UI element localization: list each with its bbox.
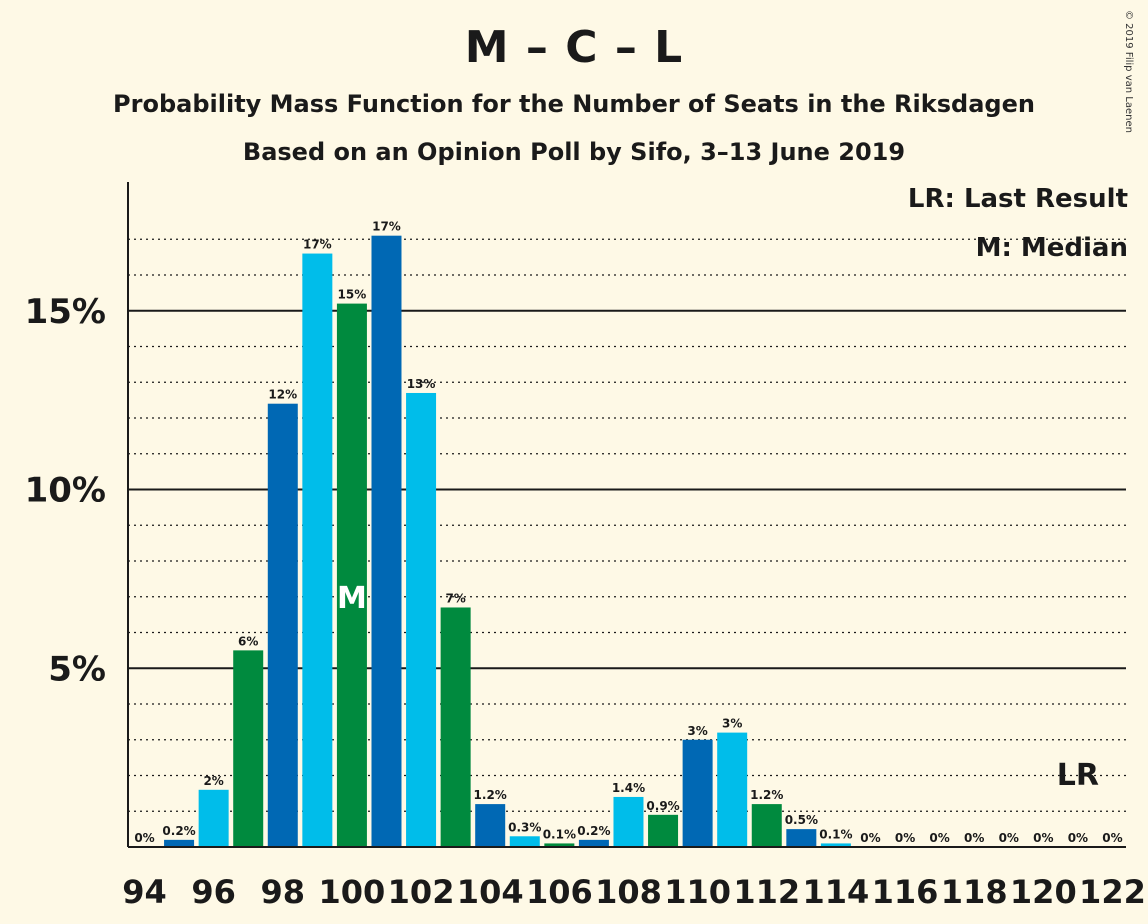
- x-tick-label: 102: [388, 873, 455, 911]
- data-label-seat-97: 6%: [238, 634, 258, 648]
- data-label-seat-117: 0%: [929, 831, 949, 845]
- data-label-seat-116: 0%: [895, 831, 915, 845]
- data-label-seat-118: 0%: [964, 831, 984, 845]
- data-label-seat-102: 13%: [407, 377, 436, 391]
- x-tick-label: 94: [122, 873, 167, 911]
- x-tick-label: 112: [733, 873, 800, 911]
- y-ticks: 5% 10% 15%: [25, 292, 106, 690]
- x-ticks: 94 96 98 100 102 104 106 108 110 112 114 116 118 120 1…: [122, 873, 1146, 911]
- y-tick-label: 5%: [48, 649, 106, 689]
- bar-seat-98: [267, 403, 298, 847]
- x-tick-label: 106: [526, 873, 593, 911]
- chart-subtitle: Probability Mass Function for the Number…: [113, 90, 1035, 118]
- bar-seat-111: [717, 732, 748, 847]
- bar-seat-100: [336, 303, 367, 848]
- x-tick-label: 98: [261, 873, 306, 911]
- data-label-seat-108: 1.4%: [612, 781, 645, 795]
- data-label-seat-112: 1.2%: [750, 788, 783, 802]
- bar-seat-96: [198, 789, 229, 847]
- data-label-seat-94: 0%: [134, 831, 154, 845]
- median-marker: M: [337, 581, 367, 616]
- data-label-seat-99: 17%: [303, 238, 332, 252]
- chart-source-line: Based on an Opinion Poll by Sifo, 3–13 J…: [242, 138, 906, 166]
- data-label-seat-104: 1.2%: [474, 788, 507, 802]
- bar-seat-102: [406, 392, 437, 847]
- x-tick-label: 100: [319, 873, 386, 911]
- legend-median: M: Median: [975, 233, 1128, 263]
- x-tick-label: 110: [664, 873, 731, 911]
- x-tick-label: 108: [595, 873, 662, 911]
- bar-seat-112: [751, 804, 782, 847]
- bar-seat-97: [233, 650, 264, 847]
- data-label-seat-119: 0%: [999, 831, 1019, 845]
- bar-seat-95: [164, 839, 195, 847]
- bar-seat-113: [786, 829, 817, 847]
- x-tick-label: 96: [191, 873, 236, 911]
- y-tick-label: 10%: [25, 471, 106, 511]
- data-label-seat-115: 0%: [860, 831, 880, 845]
- x-tick-label: 116: [872, 873, 939, 911]
- x-tick-label: 118: [941, 873, 1008, 911]
- data-label-seat-114: 0.1%: [819, 827, 852, 841]
- bar-seat-101: [371, 235, 402, 848]
- legend-last-result: LR: Last Result: [907, 184, 1128, 214]
- bar-seat-109: [648, 814, 679, 847]
- data-label-seat-106: 0.1%: [543, 827, 576, 841]
- bar-seat-104: [475, 804, 506, 847]
- data-label-seat-103: 7%: [445, 591, 465, 605]
- data-label-seat-98: 12%: [268, 388, 297, 402]
- data-label-seat-109: 0.9%: [646, 799, 679, 813]
- data-label-seat-121: 0%: [1068, 831, 1088, 845]
- bar-seat-108: [613, 796, 644, 847]
- x-tick-label: 122: [1079, 873, 1146, 911]
- data-label-seat-111: 3%: [722, 717, 742, 731]
- data-label-seat-120: 0%: [1033, 831, 1053, 845]
- x-tick-label: 114: [803, 873, 870, 911]
- data-labels: 0%0.2%2%6%12%17%15%17%13%7%1.2%0.3%0.1% 0…: [134, 220, 1122, 845]
- data-label-seat-96: 2%: [203, 774, 223, 788]
- axes: [127, 182, 1126, 848]
- data-label-seat-100: 15%: [338, 288, 367, 302]
- bar-seat-103: [440, 607, 471, 847]
- last-result-marker: LR: [1057, 758, 1099, 793]
- markers: M LR: [337, 581, 1099, 793]
- data-label-seat-122: 0%: [1102, 831, 1122, 845]
- x-tick-label: 120: [1010, 873, 1077, 911]
- bar-seat-105: [509, 836, 540, 847]
- x-tick-label: 104: [457, 873, 524, 911]
- bar-seat-107: [578, 839, 609, 847]
- data-label-seat-107: 0.2%: [577, 824, 610, 838]
- bar-seat-114: [820, 843, 851, 847]
- grid-lines: [128, 238, 1126, 812]
- chart-title: M – C – L: [464, 22, 684, 73]
- y-tick-label: 15%: [25, 292, 106, 332]
- bars: [164, 235, 851, 848]
- data-label-seat-101: 17%: [372, 220, 401, 234]
- data-label-seat-113: 0.5%: [785, 813, 818, 827]
- data-label-seat-105: 0.3%: [508, 820, 541, 834]
- bar-seat-99: [302, 253, 333, 848]
- data-label-seat-95: 0.2%: [162, 824, 195, 838]
- data-label-seat-110: 3%: [687, 724, 707, 738]
- bar-seat-110: [682, 739, 713, 847]
- bar-seat-106: [544, 843, 575, 847]
